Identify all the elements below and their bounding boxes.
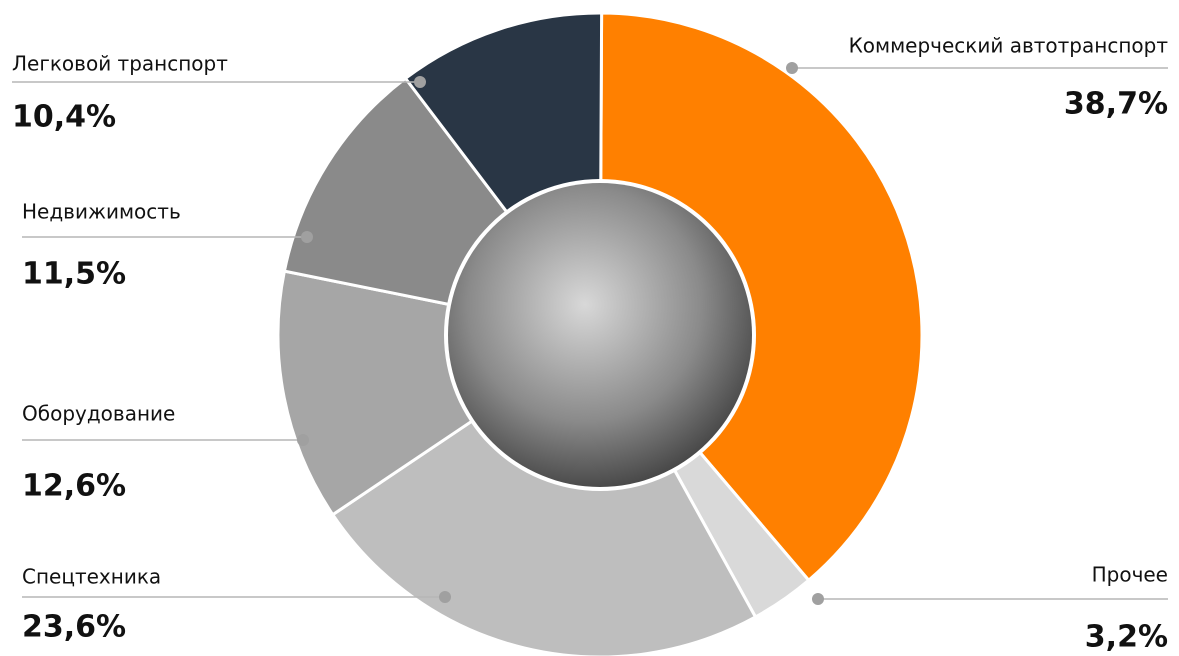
leader-dot — [301, 231, 313, 243]
labels: Коммерческий автотранспорт 38,7% Прочее 3,2… — [12, 34, 1168, 655]
category-label: Коммерческий автотранспорт — [849, 34, 1169, 58]
center-image — [448, 183, 752, 487]
leader-dot — [439, 591, 451, 603]
value-label: 3,2% — [1085, 620, 1168, 655]
category-label: Прочее — [1092, 563, 1168, 587]
category-label: Недвижимость — [22, 200, 181, 224]
leader-dot — [812, 593, 824, 605]
category-label: Оборудование — [22, 402, 175, 426]
value-label: 12,6% — [22, 469, 126, 504]
value-label: 23,6% — [22, 610, 126, 645]
category-label: Спецтехника — [22, 565, 161, 589]
value-label: 38,7% — [1064, 87, 1168, 122]
value-label: 10,4% — [12, 100, 116, 135]
category-label: Легковой транспорт — [12, 52, 228, 76]
leader-dot — [297, 434, 309, 446]
leader-dot — [786, 62, 798, 74]
value-label: 11,5% — [22, 257, 126, 292]
leader-dot — [414, 76, 426, 88]
